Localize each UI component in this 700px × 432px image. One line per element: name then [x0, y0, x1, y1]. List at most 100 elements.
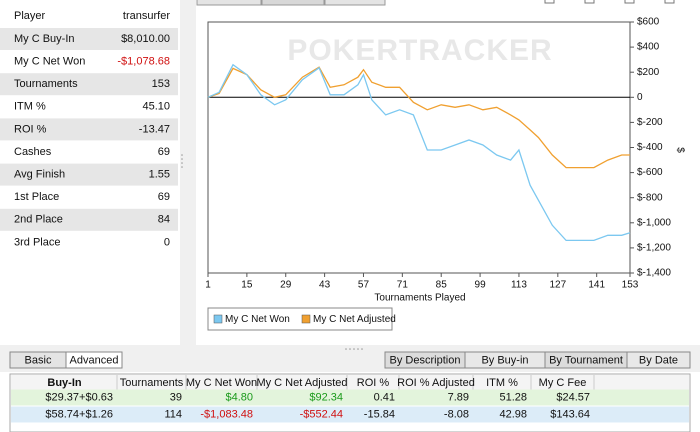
- y-tick-label: $-400: [637, 142, 663, 153]
- stats-label: Avg Finish: [14, 169, 65, 181]
- mode-button-label: Basic: [25, 354, 52, 366]
- table-cell: -$1,083.48: [200, 408, 253, 420]
- y-axis-label: $: [674, 147, 685, 153]
- table-cell: 7.89: [448, 391, 469, 403]
- table-cell: 42.98: [499, 408, 527, 420]
- x-tick-label: 127: [549, 280, 566, 291]
- mode-button[interactable]: [65, 351, 123, 369]
- legend-label: My C Net Won: [225, 314, 290, 325]
- x-tick-label: 141: [588, 280, 605, 291]
- view-button-label: By Description: [390, 354, 461, 366]
- tab[interactable]: [196, 0, 262, 6]
- stats-value: 1.55: [149, 169, 170, 181]
- grip: [181, 154, 363, 350]
- watermark: POKERTRACKER: [287, 34, 552, 67]
- stats-row-bg: [0, 163, 178, 186]
- stats-row-bg: [0, 208, 178, 231]
- stats-value: 69: [158, 146, 170, 158]
- stats-label: 2nd Place: [14, 214, 63, 226]
- checkbox[interactable]: [544, 0, 555, 4]
- view-button-label: By Date: [639, 354, 678, 366]
- stats-label: My C Buy-In: [14, 33, 75, 45]
- x-tick-label: 85: [436, 280, 448, 291]
- stats-value: 153: [152, 78, 170, 90]
- stats-value: -$1,078.68: [117, 56, 170, 68]
- x-tick-label: 71: [397, 280, 409, 291]
- table-row-bg: [11, 389, 689, 406]
- column-header[interactable]: Buy-In: [47, 377, 82, 389]
- checkbox[interactable]: [584, 0, 595, 4]
- table-cell: $29.37+$0.63: [45, 391, 113, 403]
- y-tick-label: $200: [637, 67, 660, 78]
- x-tick-label: 153: [622, 280, 639, 291]
- stats-row-bg: [0, 28, 178, 50]
- x-axis-label: Tournaments Played: [374, 293, 465, 304]
- x-tick-label: 29: [280, 280, 292, 291]
- stats-header: transurfer: [123, 10, 170, 22]
- y-tick-label: $600: [637, 17, 660, 28]
- table-frame: [9, 373, 691, 432]
- x-tick-label: 1: [205, 280, 211, 291]
- checkbox[interactable]: [664, 0, 675, 4]
- table-cell: -8.08: [444, 408, 469, 420]
- column-header[interactable]: My C Fee: [539, 377, 587, 389]
- x-tick-label: 15: [241, 280, 253, 291]
- column-header[interactable]: ROI % Adjusted: [397, 377, 475, 389]
- view-button-label: By Buy-in: [481, 354, 528, 366]
- column-header[interactable]: ROI %: [357, 377, 390, 389]
- x-tick-label: 43: [319, 280, 331, 291]
- y-tick-label: $-800: [637, 192, 663, 203]
- chart-panel: [196, 0, 700, 345]
- x-tick-label: 99: [475, 280, 487, 291]
- tab[interactable]: [261, 0, 325, 6]
- tab[interactable]: [324, 0, 386, 6]
- x-tick-label: 113: [511, 280, 527, 291]
- column-header[interactable]: ITM %: [486, 377, 518, 389]
- column-header[interactable]: Tournaments: [120, 377, 184, 389]
- table-cell: -$552.44: [300, 408, 343, 420]
- view-button-label: By Tournament: [549, 354, 623, 366]
- stats-row-bg: [0, 118, 178, 141]
- table-cell: -15.84: [364, 408, 395, 420]
- column-header[interactable]: My C Net Adjusted: [256, 377, 347, 389]
- legend-swatch: [213, 314, 223, 324]
- table-cell: $4.80: [225, 391, 253, 403]
- y-tick-label: 0: [637, 92, 643, 103]
- legend-swatch: [301, 314, 311, 324]
- table-row-bg: [11, 406, 689, 423]
- table-cell: 114: [164, 408, 182, 420]
- column-header[interactable]: My C Net Won: [186, 377, 257, 389]
- table-cell: 39: [170, 391, 182, 403]
- y-tick-label: $-1,400: [637, 268, 671, 279]
- table-cell: $24.57: [556, 391, 590, 403]
- stats-row-bg: [0, 73, 178, 96]
- legend-box: [207, 307, 393, 331]
- y-tick-label: $-1,000: [637, 217, 671, 228]
- table-cell: $92.34: [309, 391, 343, 403]
- checkbox[interactable]: [624, 0, 635, 4]
- stats-value: -13.47: [139, 123, 170, 135]
- legend-label: My C Net Adjusted: [313, 314, 396, 325]
- y-tick-label: $400: [637, 42, 660, 53]
- table-cell: $143.64: [550, 408, 590, 420]
- mode-button-label: Advanced: [70, 354, 119, 366]
- stats-value: 45.10: [142, 101, 170, 113]
- view-button[interactable]: [626, 351, 691, 369]
- table-header-bg: [11, 375, 689, 390]
- stats-label: ITM %: [14, 101, 46, 113]
- table-cell: 0.41: [374, 391, 395, 403]
- stats-value: 84: [158, 214, 170, 226]
- stats-value: $8,010.00: [121, 33, 170, 45]
- y-tick-label: $-200: [637, 117, 663, 128]
- y-tick-label: $-600: [637, 167, 663, 178]
- stats-label: ROI %: [14, 123, 47, 135]
- stats-header: Player: [14, 10, 46, 22]
- y-tick-label: $-1,200: [637, 243, 671, 254]
- stats-label: Tournaments: [14, 78, 78, 90]
- stats-value: 0: [164, 236, 170, 248]
- table-cell: 51.28: [499, 391, 527, 403]
- stats-label: 3rd Place: [14, 236, 60, 248]
- stats-label: Cashes: [14, 146, 52, 158]
- series-line: [207, 66, 630, 169]
